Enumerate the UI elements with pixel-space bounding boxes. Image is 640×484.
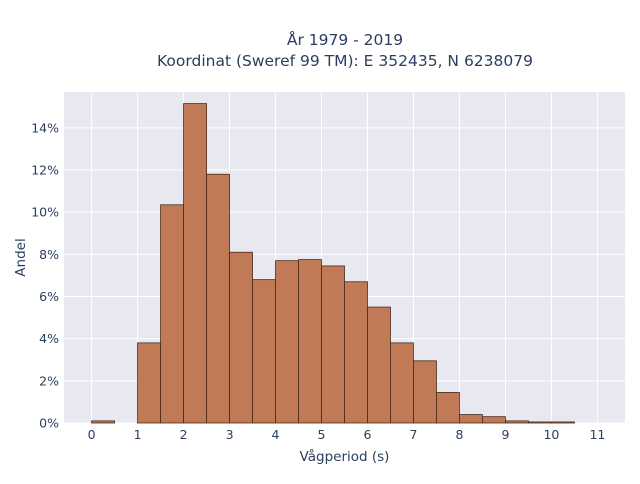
histogram-bar xyxy=(413,360,437,424)
x-tick-label: 3 xyxy=(226,427,234,442)
chart-title-line-1: År 1979 - 2019 xyxy=(287,30,403,49)
y-tick-label: 8% xyxy=(39,247,59,262)
x-tick-label: 1 xyxy=(134,427,142,442)
chart-title-line-2: Koordinat (Sweref 99 TM): E 352435, N 62… xyxy=(157,52,533,70)
histogram-bar xyxy=(528,421,552,424)
y-tick-label: 6% xyxy=(39,289,59,304)
histogram-bar xyxy=(206,173,230,424)
x-tick-label: 6 xyxy=(364,427,372,442)
x-axis-ticks: 0 1 2 3 4 5 6 7 8 9 10 11 xyxy=(88,427,606,442)
histogram-bar xyxy=(183,103,207,424)
histogram-bar xyxy=(505,420,529,424)
x-tick-label: 9 xyxy=(501,427,509,442)
x-tick-label: 2 xyxy=(180,427,188,442)
histogram-bar xyxy=(298,259,322,424)
histogram-bar xyxy=(459,414,483,424)
histogram-bar xyxy=(482,416,506,424)
y-tick-label: 2% xyxy=(39,373,59,388)
histogram-bar xyxy=(436,392,460,424)
x-tick-label: 10 xyxy=(543,427,559,442)
y-tick-label: 10% xyxy=(31,205,59,220)
histogram-bar xyxy=(160,204,184,424)
y-tick-label: 4% xyxy=(39,331,59,346)
x-tick-label: 8 xyxy=(455,427,463,442)
histogram-bar xyxy=(551,421,575,424)
histogram-bar xyxy=(344,281,368,424)
histogram-bar xyxy=(275,260,299,424)
x-tick-label: 11 xyxy=(589,427,605,442)
histogram-bar xyxy=(137,342,161,424)
y-tick-label: 14% xyxy=(31,120,59,135)
x-tick-label: 5 xyxy=(318,427,326,442)
y-tick-label: 0% xyxy=(39,416,59,431)
histogram-bar xyxy=(321,265,345,424)
x-tick-label: 0 xyxy=(88,427,96,442)
histogram-bar xyxy=(390,342,414,424)
histogram-bar xyxy=(367,306,391,424)
histogram-bar xyxy=(229,251,253,424)
x-axis-title: Vågperiod (s) xyxy=(300,448,390,465)
histogram-bars xyxy=(91,103,575,424)
y-axis-title: Andel xyxy=(13,238,29,276)
y-tick-label: 12% xyxy=(31,163,59,178)
x-tick-label: 7 xyxy=(409,427,417,442)
y-axis-ticks: 0% 2% 4% 6% 8% 10% 12% 14% xyxy=(31,120,59,430)
histogram-bar xyxy=(91,420,115,424)
histogram-bar xyxy=(252,279,276,424)
x-tick-label: 4 xyxy=(272,427,280,442)
